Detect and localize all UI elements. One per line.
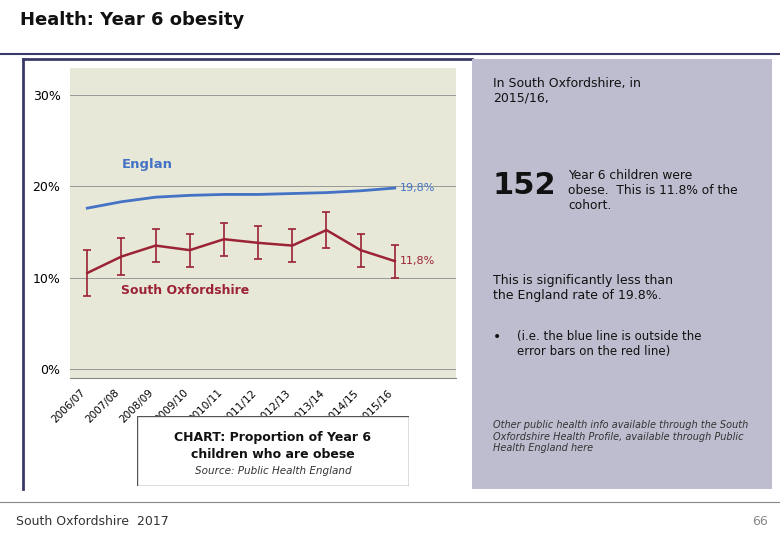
- Text: 152: 152: [493, 171, 557, 200]
- Text: •: •: [493, 330, 502, 344]
- Text: In South Oxfordshire, in
2015/16,: In South Oxfordshire, in 2015/16,: [493, 77, 641, 105]
- Text: South Oxfordshire  2017: South Oxfordshire 2017: [16, 515, 168, 528]
- Text: (i.e. the blue line is outside the
error bars on the red line): (i.e. the blue line is outside the error…: [517, 330, 701, 358]
- Text: South Oxfordshire: South Oxfordshire: [122, 284, 250, 297]
- Text: Source: Public Health England: Source: Public Health England: [195, 466, 351, 476]
- Text: This is significantly less than
the England rate of 19.8%.: This is significantly less than the Engl…: [493, 274, 673, 302]
- Text: 66: 66: [753, 515, 768, 528]
- Text: 19,8%: 19,8%: [400, 183, 435, 193]
- Text: 11,8%: 11,8%: [400, 256, 435, 266]
- Text: Englan: Englan: [122, 158, 172, 171]
- Text: Other public health info available through the South
Oxfordshire Health Profile,: Other public health info available throu…: [493, 420, 748, 453]
- Text: Health: Year 6 obesity: Health: Year 6 obesity: [20, 11, 243, 29]
- Text: Year 6 children were
obese.  This is 11.8% of the
cohort.: Year 6 children were obese. This is 11.8…: [568, 169, 738, 212]
- Text: CHART: Proportion of Year 6
children who are obese: CHART: Proportion of Year 6 children who…: [175, 431, 371, 461]
